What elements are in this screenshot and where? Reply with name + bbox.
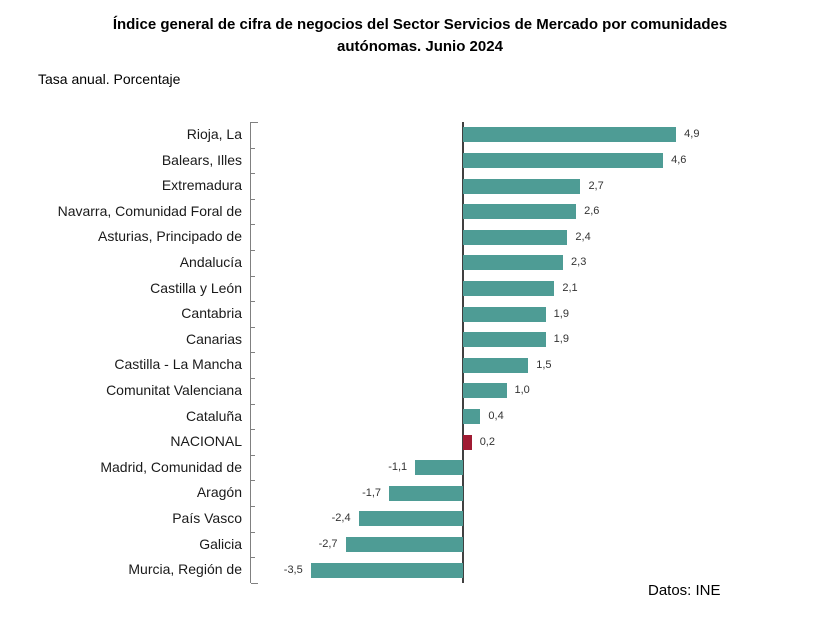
value-label: 1,9 (553, 333, 569, 346)
value-label: -2,4 (331, 512, 351, 525)
value-label: 2,1 (562, 281, 578, 294)
value-label: 1,5 (536, 358, 552, 371)
value-label: 2,3 (571, 256, 587, 269)
value-label: 2,7 (588, 179, 604, 192)
bar (358, 511, 463, 527)
bar (310, 562, 463, 578)
axis-tick (251, 173, 255, 175)
bar (463, 204, 577, 220)
axis-tick (251, 480, 255, 482)
value-label: 1,0 (514, 384, 530, 397)
axis-tick (251, 250, 255, 251)
category-label: Castilla - La Mancha (114, 356, 242, 373)
axis-tick (251, 122, 258, 123)
category-label: Extremadura (161, 177, 242, 194)
value-label: 1,9 (553, 307, 569, 320)
axis-tick (251, 454, 255, 456)
value-label: -1,1 (388, 461, 408, 474)
axis-tick (251, 506, 255, 507)
value-label: 2,6 (584, 205, 600, 218)
value-label: 0,2 (479, 435, 495, 448)
bar (463, 306, 546, 322)
category-label: Canarias (185, 330, 242, 347)
axis-tick (251, 198, 255, 200)
axis-tick (251, 582, 258, 584)
category-label: Madrid, Comunidad de (100, 458, 242, 475)
category-label: Murcia, Región de (128, 561, 242, 578)
category-label: Galicia (199, 535, 242, 552)
value-label: -3,5 (283, 563, 303, 576)
bar (463, 178, 581, 194)
category-label: Asturias, Principado de (98, 228, 242, 245)
category-label: Cataluña (185, 407, 242, 424)
value-label: 4,9 (684, 128, 700, 141)
axis-tick (251, 531, 255, 533)
bar (463, 357, 529, 373)
category-label: Aragón (196, 484, 242, 501)
value-label: -1,7 (362, 486, 382, 499)
data-source-label: Datos: INE (648, 582, 721, 599)
bar (389, 485, 463, 501)
category-label: País Vasco (172, 510, 242, 526)
axis-tick (251, 275, 255, 277)
bar (415, 460, 463, 476)
category-label: Cantabria (181, 305, 242, 322)
bar (463, 127, 677, 143)
bar (463, 255, 564, 271)
bar (463, 332, 546, 348)
axis-tick (251, 224, 255, 226)
y-axis-line (250, 122, 251, 583)
axis-tick (251, 429, 255, 431)
chart-title: Índice general de cifra de negocios del … (112, 16, 728, 55)
bar (463, 280, 555, 296)
chart-subtitle: Tasa anual. Porcentaje (38, 71, 181, 87)
category-label: Rioja, La (186, 126, 242, 142)
bar (345, 536, 463, 552)
value-label: 0,4 (488, 409, 504, 422)
axis-tick (251, 301, 255, 303)
axis-tick (251, 147, 255, 149)
value-label: -2,7 (318, 537, 338, 550)
category-label-nacional: NACIONAL (170, 433, 242, 450)
category-label: Andalucía (179, 254, 242, 270)
axis-tick (251, 326, 255, 328)
category-label: Comunitat Valenciana (106, 382, 242, 398)
zero-baseline (462, 122, 464, 583)
axis-tick (251, 352, 255, 354)
bar (463, 408, 481, 424)
bar (463, 229, 568, 245)
axis-tick (251, 378, 255, 379)
category-label: Navarra, Comunidad Foral de (57, 202, 242, 219)
axis-tick (251, 403, 255, 405)
category-label: Castilla y León (150, 279, 242, 296)
bar-nacional (463, 434, 472, 450)
category-label: Balears, Illes (161, 151, 242, 168)
value-label: 4,6 (671, 153, 687, 166)
value-label: 2,4 (575, 230, 591, 243)
bar (463, 152, 664, 168)
bar (463, 383, 507, 399)
axis-tick (251, 557, 255, 559)
